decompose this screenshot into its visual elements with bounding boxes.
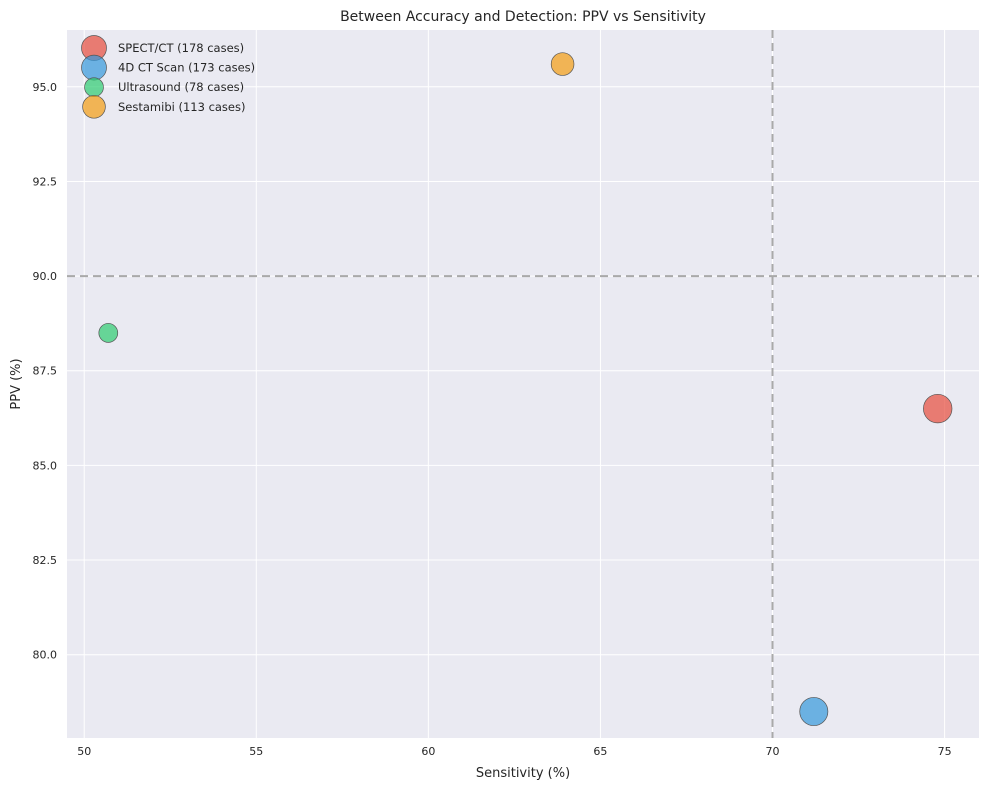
y-tick-label: 80.0 [33,649,58,662]
legend-label: SPECT/CT (178 cases) [118,41,244,55]
data-point [923,393,953,424]
legend-marker [84,77,104,98]
y-tick-label: 90.0 [33,270,58,283]
y-axis-label: PPV (%) [9,358,24,409]
x-axis-ticks: 50 55 60 65 70 75 [77,745,951,758]
y-tick-label: 82.5 [33,554,58,567]
reference-lines [67,30,979,738]
x-tick-label: 75 [938,745,952,758]
legend-label: Sestamibi (113 cases) [118,100,245,114]
x-tick-label: 70 [766,745,780,758]
legend-label: Ultrasound (78 cases) [118,80,244,94]
x-axis-label: Sensitivity (%) [476,766,570,781]
y-axis-ticks: 80.0 82.5 85.0 87.5 90.0 92.5 95.0 [33,81,58,662]
y-tick-label: 95.0 [33,81,58,94]
data-points [98,52,953,726]
x-tick-label: 65 [593,745,607,758]
x-tick-label: 50 [77,745,91,758]
x-tick-label: 55 [249,745,263,758]
plot-background [67,30,979,738]
chart-title: Between Accuracy and Detection: PPV vs S… [340,9,706,25]
y-tick-label: 87.5 [33,365,58,378]
data-point [98,323,119,343]
x-tick-label: 60 [421,745,435,758]
data-point [550,52,575,76]
y-tick-label: 92.5 [33,175,58,188]
legend: SPECT/CT (178 cases) 4D CT Scan (173 case… [81,35,255,119]
legend-marker [82,95,106,119]
legend-label: 4D CT Scan (173 cases) [118,61,255,75]
legend-marker [81,54,107,81]
y-tick-label: 85.0 [33,459,58,472]
data-point [799,697,829,726]
